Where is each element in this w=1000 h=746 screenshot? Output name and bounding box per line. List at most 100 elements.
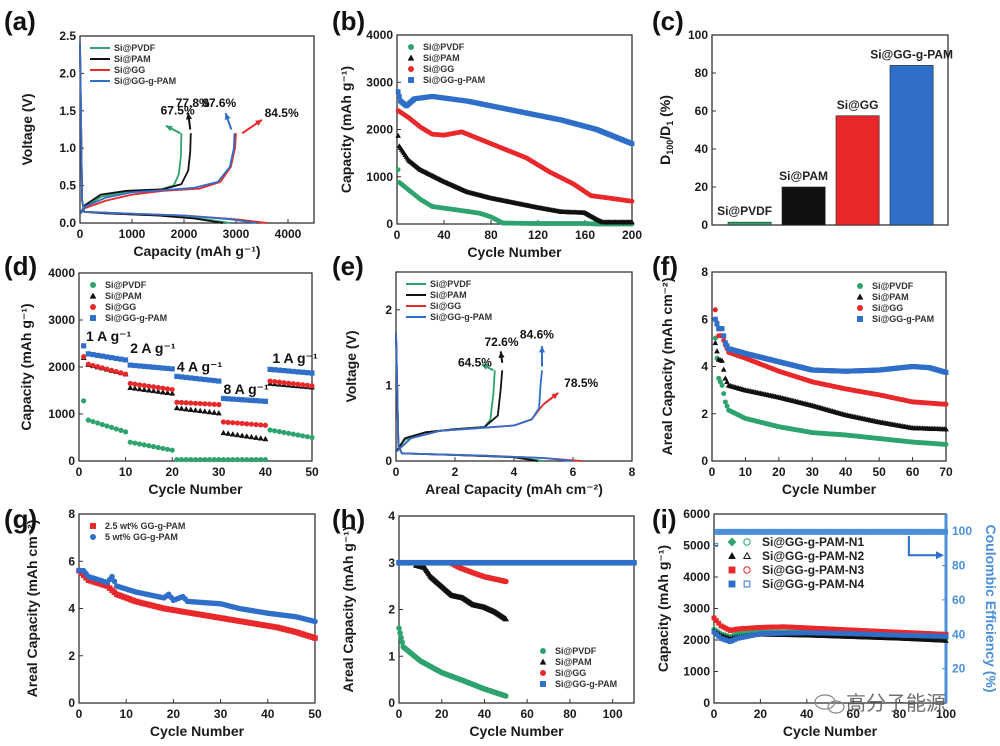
ce-point <box>807 529 812 534</box>
data-point <box>132 440 138 446</box>
data-point <box>150 387 157 394</box>
x-tick-label: 80 <box>893 707 907 721</box>
data-point <box>239 432 246 438</box>
ce-point <box>874 529 879 534</box>
data-point <box>183 456 189 463</box>
annotation-label: 78.5% <box>564 376 598 390</box>
data-point <box>631 559 637 566</box>
x-tick-label: 3000 <box>223 227 250 241</box>
data-point <box>943 369 949 375</box>
data-point <box>197 376 203 382</box>
ce-point <box>920 529 925 534</box>
data-point <box>248 433 255 440</box>
data-point <box>178 405 185 411</box>
y-tick-label: 80 <box>695 66 709 80</box>
legend-label: Si@PAM <box>555 657 592 667</box>
ce-point <box>756 529 761 534</box>
x-tick-label: 100 <box>936 707 956 721</box>
data-point <box>395 132 401 138</box>
y-tick-label: 3000 <box>48 313 75 327</box>
panel-label: (g) <box>4 504 37 534</box>
data-point <box>85 361 91 367</box>
y-tick-label: 2000 <box>48 360 75 374</box>
y-tick-label: 1000 <box>366 170 393 184</box>
data-point <box>719 382 725 388</box>
data-point <box>712 339 719 346</box>
ce-point <box>714 528 719 533</box>
data-point <box>276 429 282 435</box>
legend-label: Si@PAM <box>105 291 142 301</box>
ce-point <box>804 529 809 534</box>
data-point <box>206 408 213 415</box>
legend-label: 5 wt% GG-g-PAM <box>105 532 178 542</box>
data-point <box>397 630 403 636</box>
series-si-gg-g-pam <box>396 559 637 566</box>
data-point <box>109 573 115 580</box>
series-si-pvdf <box>81 398 315 463</box>
x-tick-label: 80 <box>563 707 577 721</box>
ce-point <box>744 529 749 534</box>
data-point <box>192 456 199 463</box>
series-si-pam <box>395 132 635 225</box>
data-point <box>262 456 268 463</box>
data-point <box>183 405 190 412</box>
ce-point <box>779 529 784 534</box>
ce-point <box>725 529 730 534</box>
x-tick-label: 30 <box>806 465 820 479</box>
y-tick-label: 2 <box>701 407 708 421</box>
annotation-arrow-head <box>481 364 489 370</box>
data-point <box>267 366 273 372</box>
data-point <box>174 456 180 463</box>
data-point <box>131 385 138 391</box>
series-si-pvdf <box>712 335 949 447</box>
annotation-arrow-head <box>551 392 559 400</box>
annotation-label: 67.5% <box>161 104 195 118</box>
series-si-pvdf <box>395 167 635 227</box>
ce-point <box>730 529 735 534</box>
data-point <box>395 167 401 173</box>
ce-point <box>830 529 835 534</box>
series-line-discharge <box>79 43 257 224</box>
x-tick-label: 0 <box>393 465 400 479</box>
x-tick-label: 50 <box>872 465 886 479</box>
data-point <box>174 373 180 379</box>
ce-point <box>814 529 819 534</box>
y2-tick-label: 60 <box>952 593 966 607</box>
data-point <box>286 368 292 374</box>
y-tick-label: 1 <box>388 649 395 663</box>
legend-label: Si@GG-g-PAM <box>105 313 167 323</box>
ce-point <box>862 529 867 534</box>
data-point <box>272 379 278 385</box>
legend-label: Si@PVDF <box>430 279 472 289</box>
y-tick-label: 2 <box>385 303 392 317</box>
series-line-charge <box>395 370 496 453</box>
data-point <box>722 375 729 381</box>
data-point <box>399 639 406 646</box>
data-point <box>300 382 306 388</box>
ce-point <box>832 529 837 534</box>
data-point <box>225 456 231 463</box>
ce-point <box>890 529 895 534</box>
x-tick-label: 40 <box>261 707 275 721</box>
legend-marker-swatch <box>90 304 96 310</box>
data-point <box>234 431 241 438</box>
data-point <box>178 456 185 463</box>
legend-marker-swatch <box>540 681 546 687</box>
x-tick-label: 40 <box>800 707 814 721</box>
ce-point <box>855 529 860 534</box>
data-point <box>155 384 161 391</box>
ce-series-4 <box>714 529 948 547</box>
data-point <box>206 401 213 407</box>
legend-marker-swatch <box>857 316 863 322</box>
legend-hollow-marker <box>742 551 752 560</box>
ce-point <box>918 529 923 534</box>
ce-point <box>916 529 921 534</box>
ce-axis-pointer-arrow <box>907 535 938 557</box>
legend-marker-swatch <box>90 523 96 529</box>
data-point <box>239 420 245 427</box>
y-tick-label: 0 <box>703 696 710 710</box>
ce-point <box>841 529 846 534</box>
bar-si-gg <box>835 115 880 226</box>
ce-point <box>723 529 728 534</box>
